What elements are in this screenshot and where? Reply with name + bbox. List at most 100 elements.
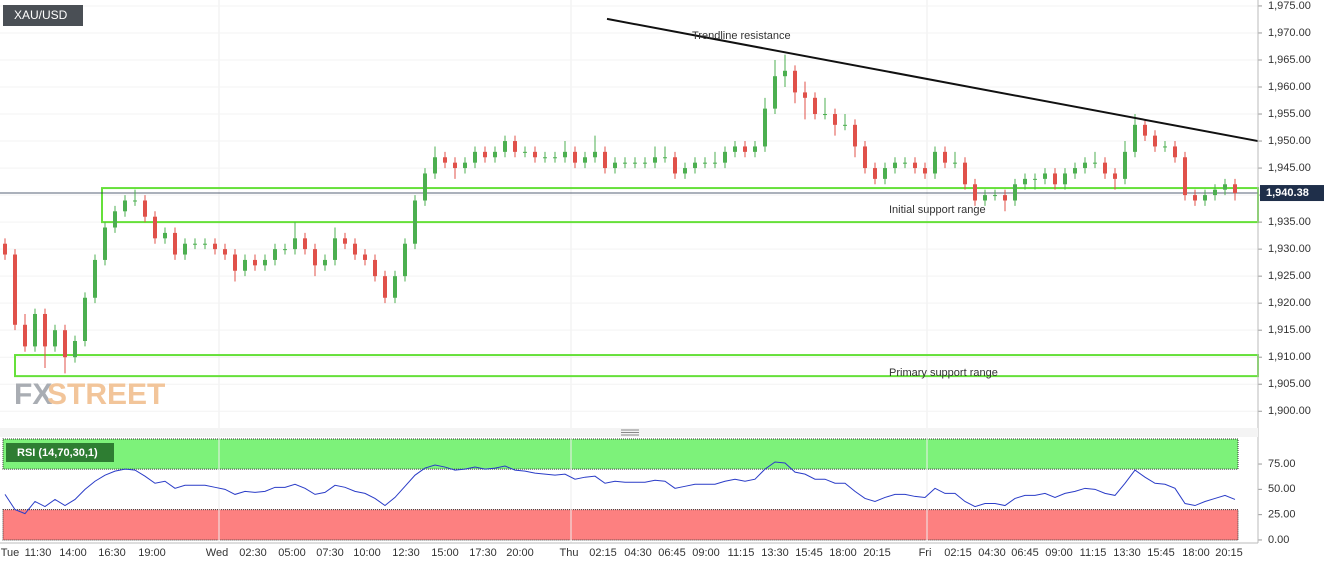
candle-body [743, 146, 747, 152]
last-price-label: 1,940.38 [1266, 187, 1309, 199]
candle-body [913, 162, 917, 169]
candle-body [903, 162, 907, 164]
last-price-box [1260, 185, 1324, 202]
y-tick-label: 1,925.00 [1268, 270, 1311, 282]
candle-body [543, 157, 547, 159]
candle-body [413, 200, 417, 244]
y-tick-label: 1,960.00 [1268, 81, 1311, 93]
x-tick-label: 20:00 [506, 547, 534, 559]
candle-body [923, 168, 927, 174]
candle-body [293, 238, 297, 250]
candle-body [953, 162, 957, 164]
separator-handle[interactable] [621, 429, 639, 436]
x-tick-label: 02:30 [239, 547, 267, 559]
candle-body [553, 157, 557, 159]
x-tick-label: 16:30 [98, 547, 126, 559]
candle-body [43, 313, 47, 347]
trendline-label: Trendline resistance [692, 30, 791, 42]
candle-body [893, 162, 897, 169]
candle-body [763, 108, 767, 147]
candle-body [783, 70, 787, 77]
x-tick-label: 12:30 [392, 547, 420, 559]
candle-body [683, 168, 687, 174]
candle-body [183, 243, 187, 255]
candle-body [63, 330, 67, 358]
candle-body [173, 232, 177, 255]
candle-body [1053, 173, 1057, 185]
candle-body [863, 146, 867, 169]
symbol-box [3, 5, 83, 26]
candle-body [243, 259, 247, 271]
watermark-fx: FX [14, 378, 52, 411]
x-tick-label: 05:00 [278, 547, 306, 559]
x-tick-label: 06:45 [658, 547, 686, 559]
zone-label: Initial support range [889, 204, 986, 216]
y-tick-label: 1,920.00 [1268, 297, 1311, 309]
candle-body [263, 259, 267, 266]
x-tick-label: 20:15 [863, 547, 891, 559]
candle-body [1163, 146, 1167, 148]
candle-body [943, 151, 947, 163]
candle-body [593, 151, 597, 158]
candle-body [3, 243, 7, 255]
candle-body [213, 243, 217, 250]
y-tick-label: 1,930.00 [1268, 243, 1311, 255]
candle-body [273, 249, 277, 260]
candle-body [1183, 157, 1187, 196]
y-tick-label: 1,900.00 [1268, 405, 1311, 417]
x-tick-label: 18:00 [829, 547, 857, 559]
candle-body [453, 162, 457, 169]
candle-body [353, 243, 357, 255]
x-tick-label: 10:00 [353, 547, 381, 559]
rsi-y-tick-label: 50.00 [1268, 483, 1296, 495]
candle-body [313, 249, 317, 266]
candle-body [303, 238, 307, 250]
x-tick-label: 11:30 [25, 547, 52, 559]
candle-body [933, 151, 937, 174]
candle-body [713, 162, 717, 164]
candle-body [573, 151, 577, 163]
x-tick-label: 04:30 [978, 547, 1006, 559]
candle-body [1173, 146, 1177, 158]
candle-body [693, 162, 697, 169]
candle-body [93, 259, 97, 298]
candle-body [583, 157, 587, 163]
candle-body [323, 259, 327, 266]
candle-body [113, 211, 117, 228]
candle-body [633, 162, 637, 164]
candle-body [533, 151, 537, 158]
x-tick-label: Tue [1, 547, 20, 559]
x-tick-label: 13:30 [1113, 547, 1141, 559]
x-tick-label: 11:15 [728, 547, 755, 559]
y-tick-label: 1,965.00 [1268, 54, 1311, 66]
candle-body [1033, 178, 1037, 180]
candle-body [503, 141, 507, 152]
candle-body [1023, 178, 1027, 185]
candle-body [703, 162, 707, 164]
candle-body [1003, 195, 1007, 201]
candle-body [993, 195, 997, 197]
x-tick-label: 07:30 [316, 547, 344, 559]
candle-body [33, 313, 37, 347]
candle-body [1213, 189, 1217, 196]
candle-body [383, 276, 387, 298]
candle-body [1203, 195, 1207, 201]
rsi-title-box [6, 443, 114, 462]
x-tick-label: 09:00 [1045, 547, 1073, 559]
candle-body [1073, 168, 1077, 174]
candle-body [73, 340, 77, 358]
x-tick-label: 20:15 [1215, 547, 1243, 559]
x-tick-label: Wed [206, 547, 228, 559]
candle-body [1013, 184, 1017, 201]
candle-body [443, 157, 447, 163]
candle-body [853, 124, 857, 147]
candle-body [793, 70, 797, 93]
candle-body [723, 151, 727, 163]
candle-body [1133, 124, 1137, 152]
x-tick-label: 14:00 [59, 547, 87, 559]
candle-body [653, 157, 657, 163]
candle-body [53, 330, 57, 347]
candle-body [433, 157, 437, 174]
y-tick-label: 1,915.00 [1268, 324, 1311, 336]
candle-body [563, 151, 567, 158]
